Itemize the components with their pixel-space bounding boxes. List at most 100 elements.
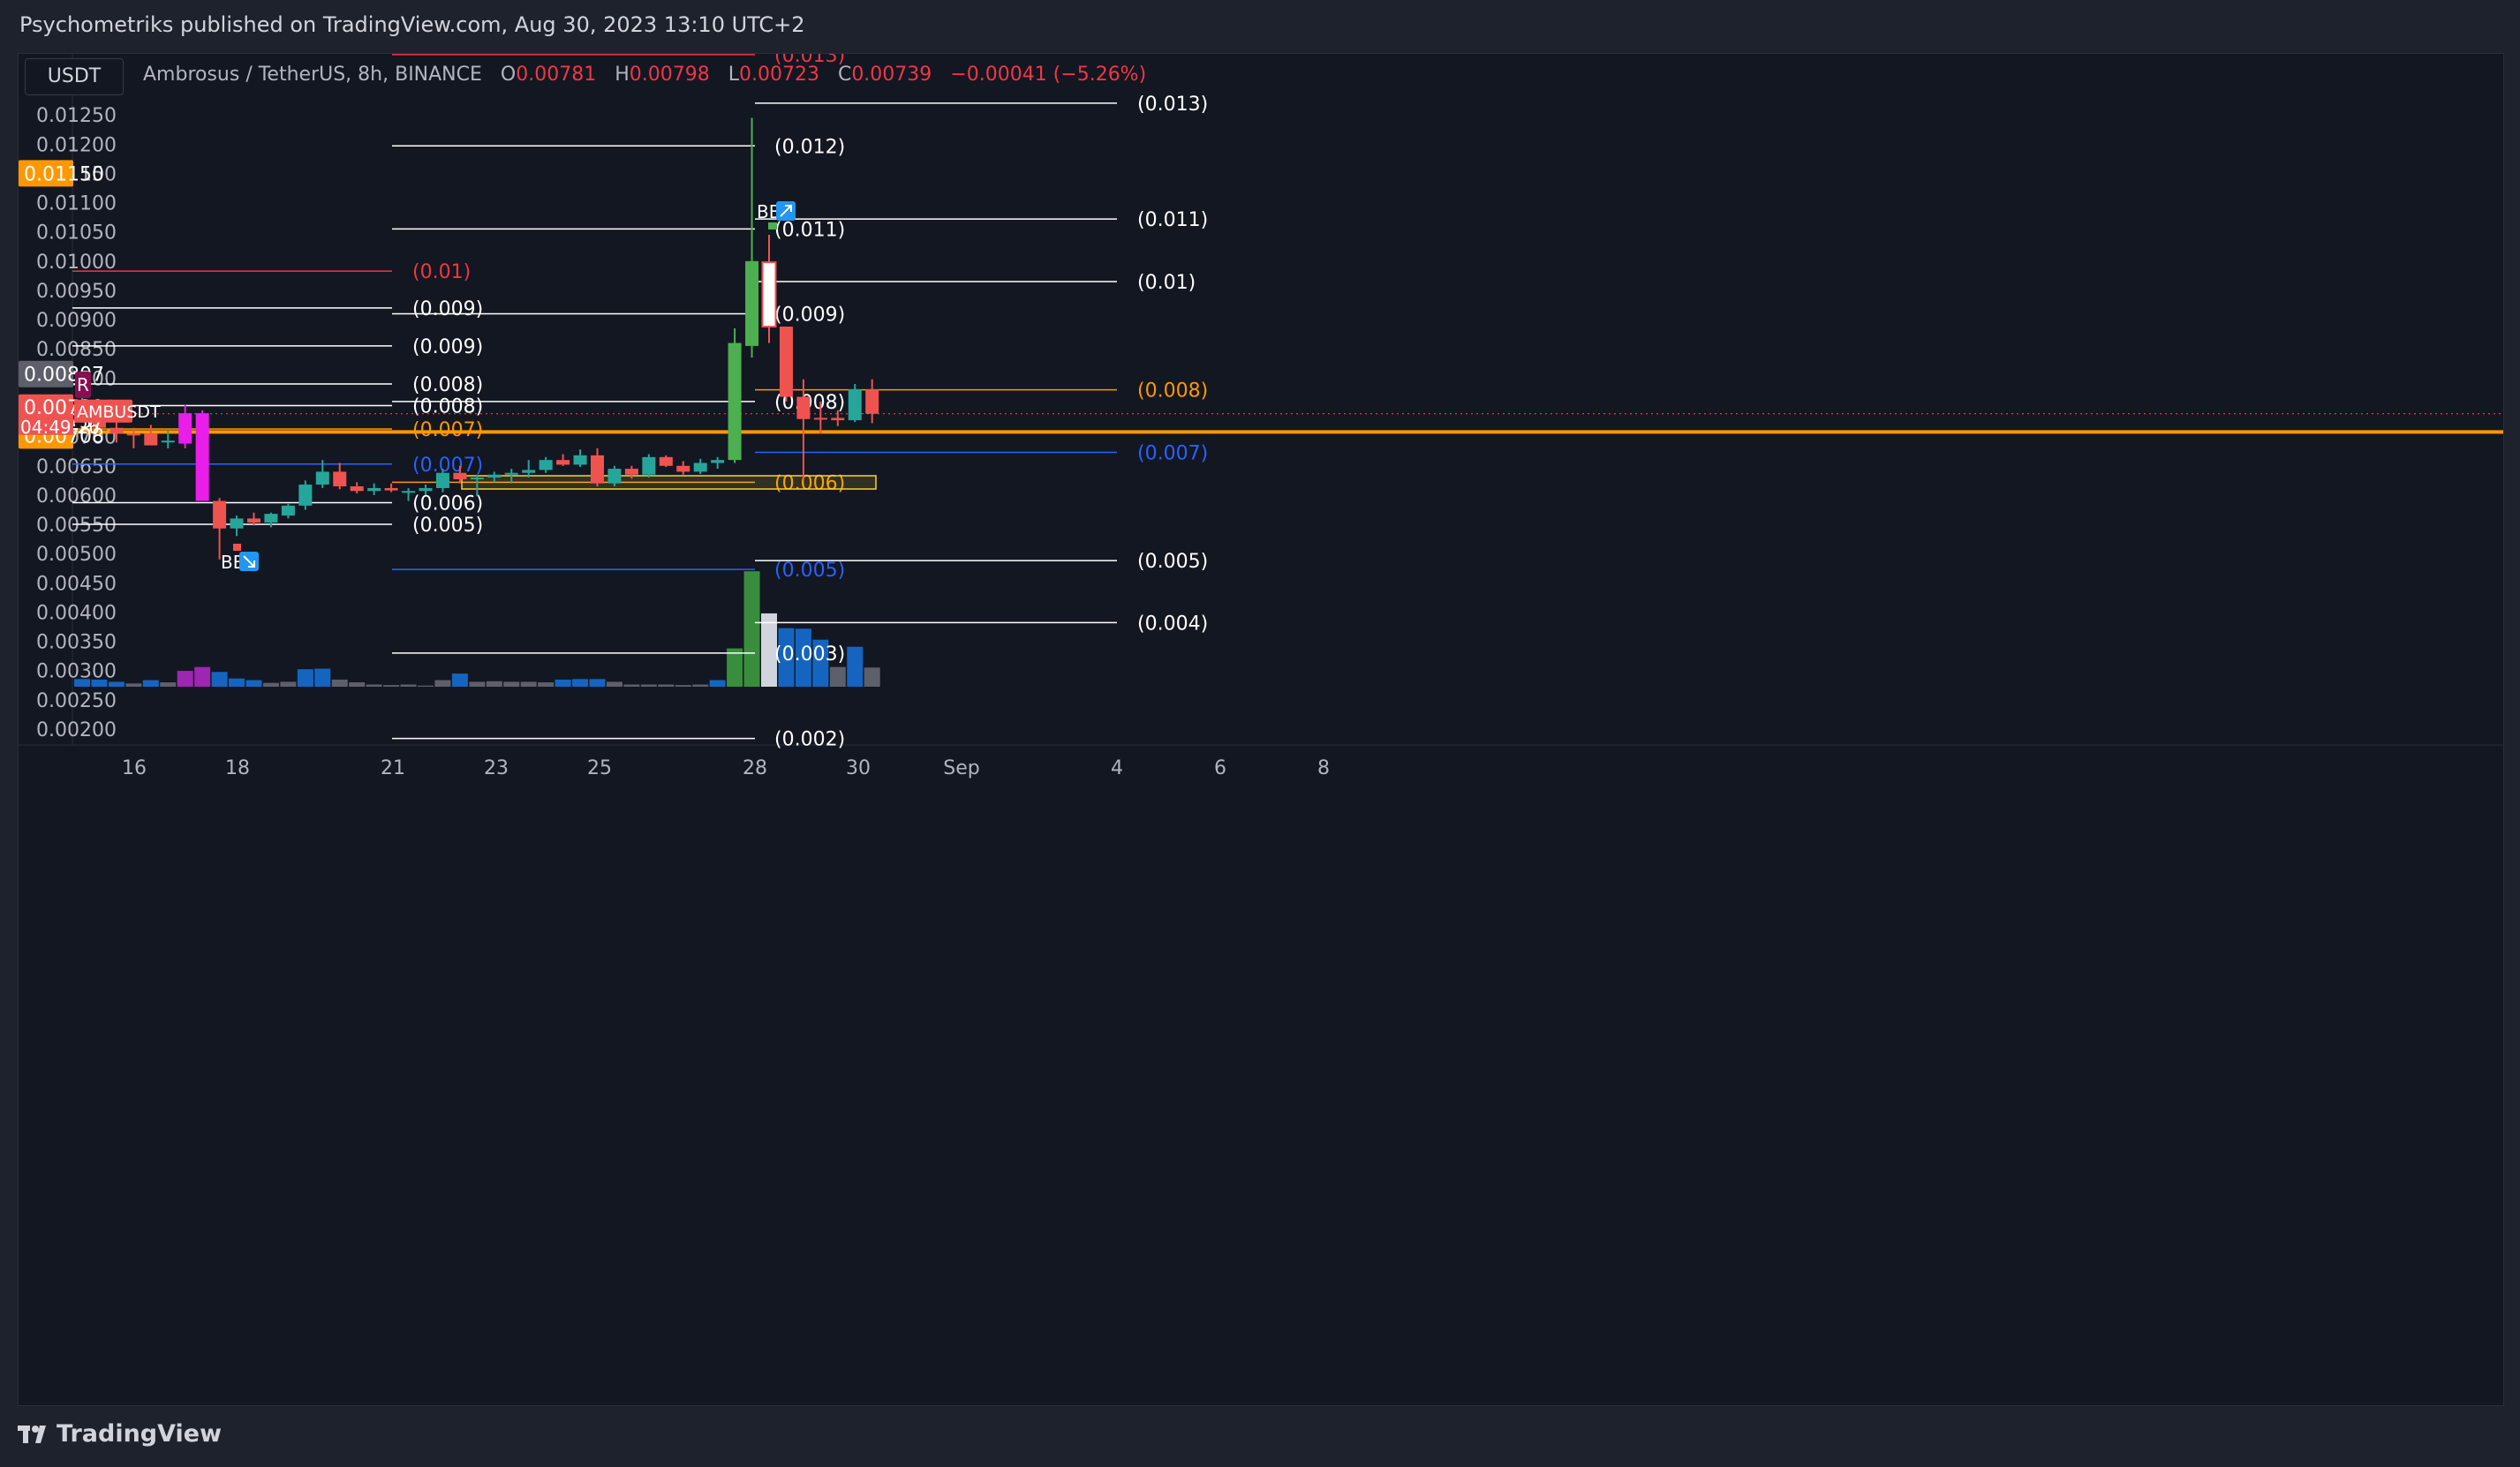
volume-bar: [606, 681, 622, 687]
fib-level-label: (0.012): [774, 136, 845, 158]
candle-body: [281, 505, 295, 516]
price-badge-orange-high: 0.01150: [24, 163, 104, 185]
volume-bar: [142, 680, 159, 687]
fib-level-label: (0.011): [774, 219, 845, 241]
ohlc-legend: Ambrosus / TetherUS, 8h, BINANCE O0.0078…: [143, 64, 1146, 86]
fib-level-label: (0.005): [774, 560, 845, 582]
candle-body: [247, 518, 260, 523]
time-tick-label: Sep: [943, 757, 979, 779]
volume-bar: [108, 681, 124, 687]
candle-body: [109, 427, 124, 434]
price-tick-label: 0.00650: [36, 456, 117, 478]
volume-bar: [400, 684, 417, 687]
candle-body: [796, 396, 811, 419]
fib-level-label: (0.004): [1137, 613, 1208, 635]
price-tick-label: 0.00900: [36, 310, 117, 332]
candle-body: [195, 413, 209, 501]
volume-bar: [727, 648, 743, 687]
fib-level-label: (0.009): [412, 336, 483, 358]
arrow-down-right-glyph: [243, 555, 255, 568]
price-tick-label: 0.01050: [36, 222, 117, 244]
candle-body: [453, 472, 467, 480]
price-tick-label: 0.00850: [36, 339, 117, 361]
r-marker-bg: [75, 371, 91, 398]
volume-bar: [503, 681, 520, 687]
candle-body: [435, 472, 449, 488]
symbol-tag-label: AMBUSDT: [77, 402, 161, 422]
price-tick-label: 0.00950: [36, 281, 117, 303]
volume-bar: [211, 672, 228, 687]
volume-bar: [623, 684, 640, 687]
volume-bar: [297, 669, 313, 687]
close-value: 0.00739: [851, 64, 932, 86]
fib-level-label: (0.013): [1137, 94, 1208, 116]
high-label: H: [615, 64, 630, 86]
volume-bar: [194, 666, 211, 687]
candle-body: [470, 478, 484, 480]
candle-body: [213, 500, 227, 529]
candle-body: [676, 465, 690, 472]
currency-selector[interactable]: USDT: [25, 58, 124, 95]
chart-frame[interactable]: 0.013000.012500.012000.011500.011000.010…: [18, 45, 2504, 1406]
fib-level-label: (0.008): [412, 374, 483, 396]
price-tick-label: 0.00600: [36, 485, 117, 508]
candle-body: [522, 470, 536, 473]
price-tick-label: 0.01100: [36, 193, 117, 215]
candle-body: [659, 456, 673, 466]
bb-bottom-marker-flag: [233, 544, 241, 551]
price-badge-gray: 0.00807: [24, 365, 104, 387]
volume-bar: [538, 682, 555, 687]
volume-bar: [709, 680, 726, 687]
volume-bar: [91, 679, 108, 687]
close-label: C: [837, 64, 852, 86]
volume-bar: [658, 684, 675, 687]
brand-name: TradingView: [57, 1420, 223, 1448]
symbol-tag-bg: [74, 399, 132, 423]
candle-body: [848, 388, 862, 421]
low-label: L: [728, 64, 739, 86]
footer-bar: TradingView: [0, 1408, 2520, 1467]
volume-bar: [778, 628, 795, 687]
fib-level-label: (0.01): [412, 261, 471, 283]
candle-body: [350, 485, 364, 492]
open-value: 0.00781: [516, 64, 597, 86]
price-chart[interactable]: 0.013000.012500.012000.011500.011000.010…: [19, 45, 2503, 1405]
volume-bar: [692, 684, 709, 687]
volume-bar: [640, 684, 657, 687]
price-tick-label: 0.01200: [36, 134, 117, 156]
fib-level-label: (0.002): [774, 729, 845, 751]
candle-body: [333, 471, 347, 486]
tradingview-logo-icon: [18, 1426, 46, 1443]
publish-info: Psychometriks published on TradingView.c…: [19, 12, 805, 37]
candle-body: [539, 460, 553, 470]
candle-body: [264, 514, 278, 523]
volume-bar: [743, 571, 760, 687]
time-tick-label: 28: [743, 757, 767, 779]
candle-body: [573, 455, 587, 465]
candle-body: [693, 463, 707, 472]
volume-bar: [847, 646, 864, 687]
candle-body: [642, 456, 656, 475]
publish-header: Psychometriks published on TradingView.c…: [0, 0, 2520, 53]
time-tick-label: 16: [122, 757, 147, 779]
arrow-up-right-glyph: [780, 205, 792, 217]
volume-bar: [864, 667, 880, 687]
price-tick-label: 0.00500: [36, 544, 117, 566]
candle-body: [813, 418, 827, 420]
candle-body: [144, 433, 158, 446]
bb-top-marker-flag: [768, 222, 777, 229]
candle-body: [402, 491, 416, 493]
fib-level-label: (0.009): [412, 298, 483, 320]
volume-bar: [572, 679, 589, 687]
candle-body: [779, 327, 793, 397]
time-tick-label: 23: [484, 757, 509, 779]
volume-bar: [451, 673, 468, 687]
low-value: 0.00723: [738, 64, 819, 86]
change-value: −0.00041 (−5.26%): [950, 64, 1147, 86]
price-tick-label: 0.00400: [36, 602, 117, 624]
price-tick-label: 0.01000: [36, 252, 117, 274]
time-tick-label: 6: [1214, 757, 1226, 779]
fib-level-label: (0.003): [774, 643, 845, 666]
volume-bar: [469, 681, 486, 687]
volume-bar: [280, 681, 297, 687]
